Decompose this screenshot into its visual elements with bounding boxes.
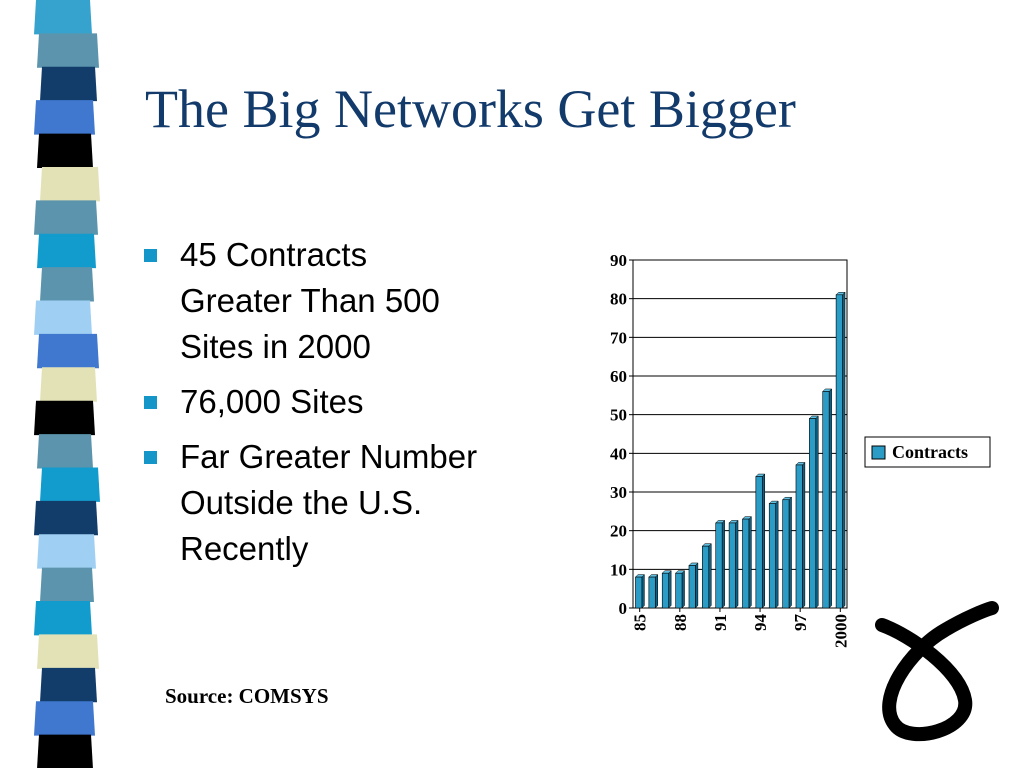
legend-swatch — [871, 445, 886, 460]
y-tick-label: 60 — [610, 367, 627, 386]
strip-segment — [34, 200, 98, 235]
strip-segment — [40, 267, 94, 302]
bullet-text-line: 76,000 Sites — [180, 383, 364, 420]
bar — [675, 572, 683, 609]
strip-segment — [40, 367, 97, 402]
bar-side — [668, 570, 672, 609]
legend-label: Contracts — [892, 442, 968, 462]
bullet-text-line: Sites in 2000 — [180, 328, 371, 365]
strip-segment — [34, 0, 92, 35]
strip-segment — [37, 534, 96, 569]
bar-side — [655, 573, 659, 609]
slide-title: The Big Networks Get Bigger — [145, 79, 796, 139]
bullet-text-line: Recently — [180, 530, 309, 567]
bullet-item: 76,000 Sites — [140, 379, 560, 425]
swoosh-logo-icon — [875, 601, 999, 741]
bar — [715, 522, 723, 609]
strip-segment — [40, 467, 100, 502]
square-bullet-icon — [144, 451, 157, 464]
square-bullet-icon — [144, 249, 157, 262]
bar-side — [788, 496, 792, 609]
bar-side — [842, 291, 846, 609]
strip-segment — [34, 400, 95, 436]
y-tick-label: 70 — [610, 328, 627, 347]
strip-segment — [37, 634, 99, 669]
y-tick-label: 0 — [619, 599, 628, 618]
y-tick-label: 40 — [610, 444, 627, 463]
bar — [635, 576, 643, 609]
legend-box — [864, 436, 991, 468]
bar — [648, 576, 656, 609]
bullet-list: 45 Contracts Greater Than 500 Sites in 200… — [140, 232, 560, 581]
bar — [795, 464, 803, 609]
bar-side — [775, 500, 779, 609]
bar — [661, 572, 669, 609]
x-tick-label: 85 — [631, 614, 650, 631]
strip-segment — [40, 667, 97, 703]
strip-segment — [34, 300, 92, 335]
decorative-left-strip — [34, 0, 100, 768]
bar — [809, 418, 817, 609]
bar-side — [681, 570, 685, 609]
strip-segment — [34, 500, 98, 536]
y-tick-label: 90 — [610, 251, 627, 270]
bar-side — [762, 473, 766, 609]
source-note: Source: COMSYS — [165, 684, 329, 708]
bar — [822, 391, 830, 609]
x-tick-label: 97 — [791, 614, 810, 632]
bullet-item: 45 Contracts Greater Than 500 Sites in 200… — [140, 232, 560, 370]
square-bullet-icon — [144, 396, 157, 409]
bar-side — [641, 573, 645, 609]
strip-segment — [40, 567, 94, 603]
bullet-text-line: 45 Contracts — [180, 236, 368, 273]
strip-segment — [37, 434, 93, 469]
strip-segment — [34, 701, 95, 736]
strip-segment — [37, 133, 93, 168]
y-tick-label: 80 — [610, 290, 627, 309]
y-tick-label: 30 — [610, 483, 627, 502]
y-tick-label: 10 — [610, 560, 627, 579]
strip-segment — [40, 166, 100, 202]
bar — [688, 565, 696, 609]
bar — [702, 545, 710, 609]
bullet-item: Far Greater Number Outside the U.S. Recent… — [140, 434, 560, 572]
y-tick-label: 20 — [610, 522, 627, 541]
bar — [835, 294, 843, 609]
strip-segment — [37, 734, 93, 768]
bar — [742, 518, 750, 609]
bar-side — [748, 515, 752, 609]
bullet-text-line: Far Greater Number — [180, 438, 478, 475]
strip-segment — [34, 100, 95, 135]
bar-side — [828, 388, 832, 609]
bar — [755, 476, 763, 609]
x-tick-label: 2000 — [831, 614, 850, 648]
strip-segment — [40, 66, 97, 102]
bar-side — [708, 543, 712, 609]
bullet-text-line: Outside the U.S. — [180, 484, 423, 521]
x-tick-label: 94 — [751, 614, 770, 632]
x-tick-label: 91 — [711, 614, 730, 631]
strip-segment — [37, 333, 99, 369]
bar — [782, 499, 790, 609]
strip-segment — [37, 33, 99, 68]
x-tick-label: 88 — [671, 614, 690, 631]
strip-segment — [37, 233, 96, 269]
bar-side — [695, 562, 699, 609]
bar-side — [735, 519, 739, 609]
bullet-text-line: Greater Than 500 — [180, 282, 440, 319]
bar-side — [802, 461, 806, 609]
bar-side — [721, 519, 725, 609]
bar — [768, 503, 776, 609]
bar-side — [815, 415, 819, 609]
contracts-bar-chart: 0 10 20 30 40 50 60 70 80 90 85 88 91 94 97 2000 Contrac… — [610, 251, 991, 648]
y-tick-label: 50 — [610, 406, 627, 425]
chart-legend: Contracts — [864, 436, 991, 468]
bar — [728, 522, 736, 609]
strip-segment — [34, 601, 92, 636]
